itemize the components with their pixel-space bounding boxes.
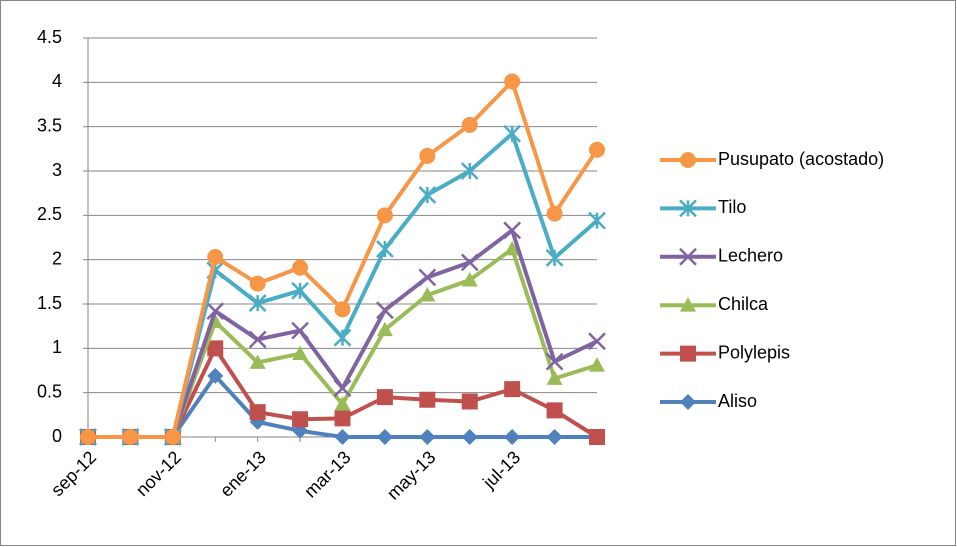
marker <box>333 379 352 398</box>
marker <box>504 381 521 398</box>
marker <box>588 211 606 230</box>
marker <box>122 429 139 445</box>
marker <box>589 429 605 445</box>
y-tick-label: 3 <box>52 160 62 180</box>
legend-label: Lechero <box>718 246 783 266</box>
marker <box>589 141 605 158</box>
marker <box>589 357 605 372</box>
marker <box>418 268 437 287</box>
legend-marker <box>680 152 696 168</box>
y-tick-label: 2 <box>52 248 62 268</box>
marker <box>461 393 478 410</box>
y-tick-label: 0 <box>52 426 62 446</box>
marker <box>376 429 393 445</box>
marker <box>292 345 309 361</box>
marker <box>333 328 352 347</box>
marker <box>504 73 521 90</box>
marker <box>376 207 393 224</box>
marker <box>291 281 309 300</box>
marker <box>334 396 351 411</box>
marker <box>545 352 564 371</box>
marker <box>376 301 394 320</box>
legend-label: Polylepis <box>718 342 790 362</box>
marker <box>376 389 393 406</box>
y-tick-label: 0.5 <box>37 381 62 401</box>
marker <box>419 147 436 164</box>
marker <box>546 205 563 222</box>
marker <box>419 287 436 302</box>
marker <box>249 404 266 421</box>
marker <box>292 411 309 428</box>
marker <box>504 241 521 256</box>
marker <box>164 429 181 445</box>
y-tick-label: 1 <box>52 337 62 357</box>
legend-marker <box>679 247 697 266</box>
marker <box>503 124 522 143</box>
legend-label: Tilo <box>718 197 746 217</box>
y-tick-label: 4.5 <box>37 27 62 47</box>
marker <box>546 429 563 445</box>
marker <box>376 240 394 258</box>
legend-marker <box>680 297 696 312</box>
marker <box>376 321 393 337</box>
marker <box>460 253 479 272</box>
marker <box>207 340 224 357</box>
legend-label: Aliso <box>718 391 757 411</box>
marker <box>588 332 606 351</box>
marker <box>291 321 309 340</box>
marker <box>334 410 351 427</box>
marker <box>545 249 564 267</box>
marker <box>207 249 224 266</box>
series <box>80 73 605 445</box>
marker <box>292 259 309 276</box>
marker <box>546 402 563 419</box>
y-tick-label: 1.5 <box>37 293 62 313</box>
legend-marker <box>680 345 696 362</box>
marker <box>461 429 478 445</box>
marker <box>248 330 267 349</box>
marker <box>249 354 266 369</box>
marker <box>504 429 521 445</box>
y-tick-label: 2.5 <box>37 204 62 224</box>
legend-marker <box>680 394 696 410</box>
y-tick-label: 3.5 <box>37 115 62 135</box>
marker <box>460 162 479 180</box>
marker <box>546 370 563 385</box>
marker <box>461 272 478 287</box>
legend-label: Pusupato (acostado) <box>718 149 884 169</box>
marker <box>418 186 437 204</box>
marker <box>206 302 225 320</box>
marker <box>334 301 351 318</box>
marker <box>503 221 522 240</box>
marker <box>207 367 224 384</box>
y-tick-label: 4 <box>52 71 62 91</box>
marker <box>248 294 267 312</box>
marker <box>419 391 436 408</box>
marker <box>334 429 351 445</box>
marker <box>80 429 96 445</box>
marker <box>461 116 478 133</box>
legend-marker <box>679 199 697 218</box>
marker <box>419 429 436 445</box>
legend-label: Chilca <box>718 294 769 314</box>
marker <box>249 275 266 292</box>
